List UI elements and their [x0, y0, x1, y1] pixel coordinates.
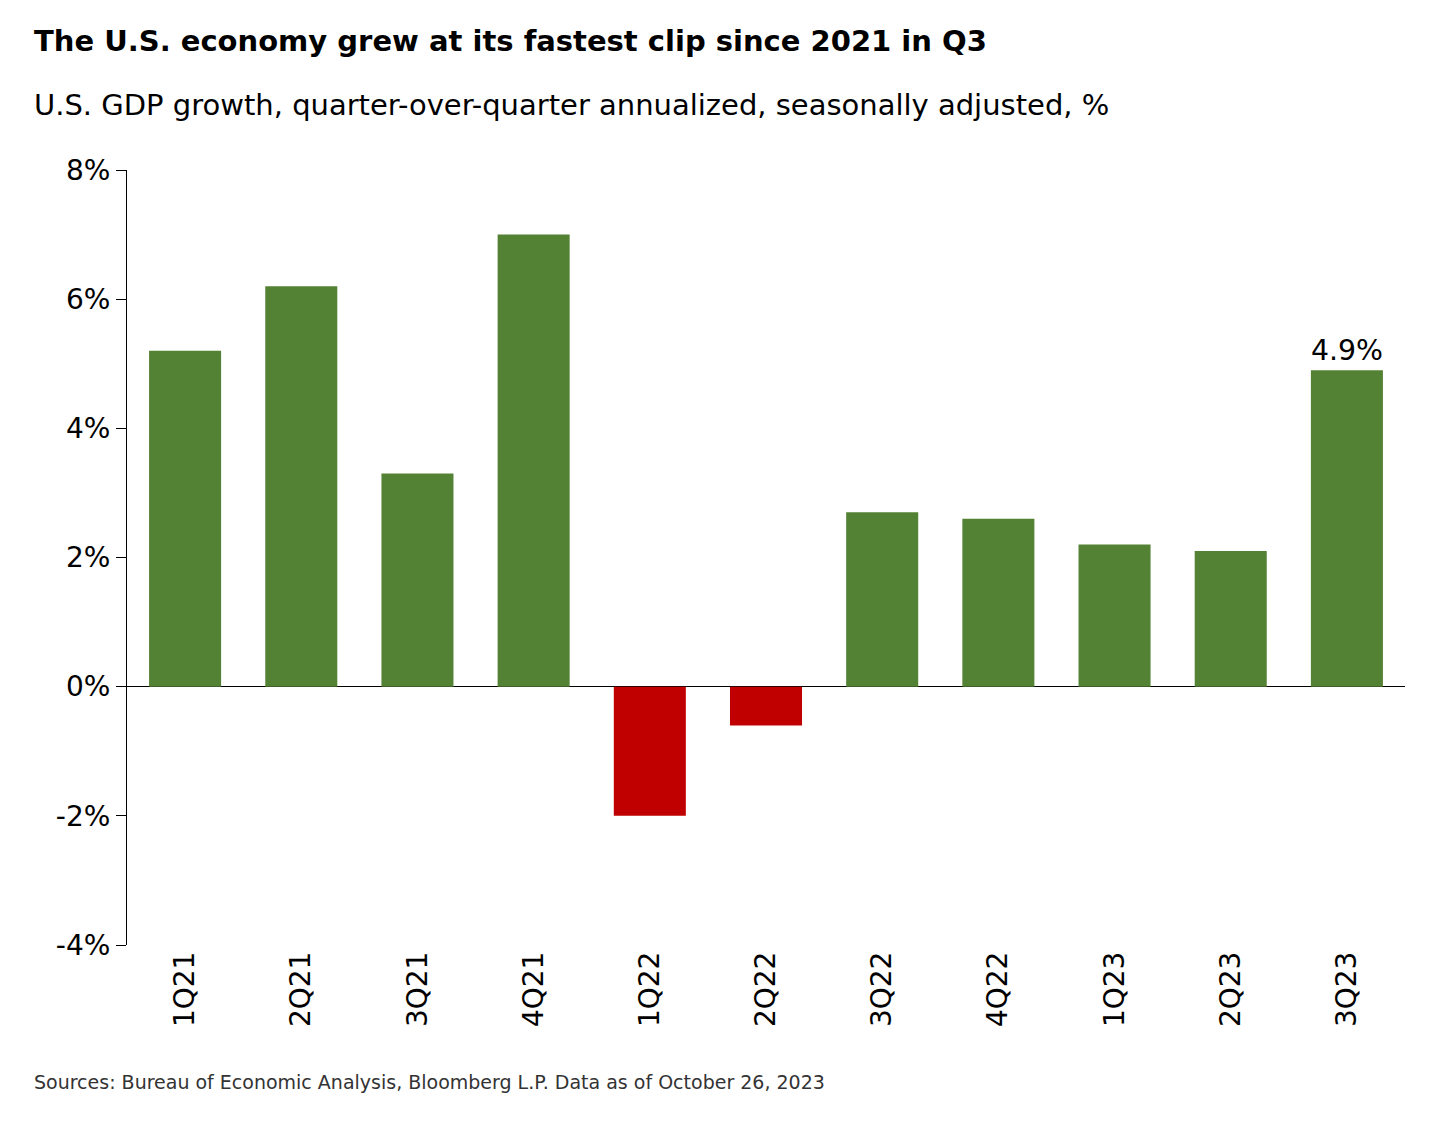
svg-text:1Q21: 1Q21: [168, 952, 201, 1027]
svg-text:-4%: -4%: [56, 929, 111, 962]
svg-text:4Q22: 4Q22: [981, 952, 1014, 1027]
svg-text:4%: 4%: [66, 412, 110, 445]
svg-text:3Q21: 3Q21: [401, 952, 434, 1027]
svg-text:Sources: Bureau of Economic An: Sources: Bureau of Economic Analysis, Bl…: [34, 1071, 825, 1093]
svg-text:6%: 6%: [66, 283, 110, 316]
svg-text:8%: 8%: [66, 154, 110, 187]
svg-text:2%: 2%: [66, 541, 110, 574]
svg-text:0%: 0%: [66, 670, 110, 703]
svg-text:3Q22: 3Q22: [865, 952, 898, 1027]
svg-text:The U.S. economy grew at its f: The U.S. economy grew at its fastest cli…: [34, 24, 987, 58]
svg-text:2Q23: 2Q23: [1214, 952, 1247, 1027]
svg-text:4.9%: 4.9%: [1311, 334, 1383, 367]
svg-text:1Q23: 1Q23: [1098, 952, 1131, 1027]
svg-text:2Q22: 2Q22: [749, 952, 782, 1027]
svg-text:3Q23: 3Q23: [1330, 952, 1363, 1027]
svg-text:-2%: -2%: [56, 800, 111, 833]
svg-text:4Q21: 4Q21: [517, 952, 550, 1027]
svg-text:1Q22: 1Q22: [633, 952, 666, 1027]
svg-text:2Q21: 2Q21: [284, 952, 317, 1027]
svg-text:U.S. GDP growth, quarter-over-: U.S. GDP growth, quarter-over-quarter an…: [34, 88, 1109, 122]
